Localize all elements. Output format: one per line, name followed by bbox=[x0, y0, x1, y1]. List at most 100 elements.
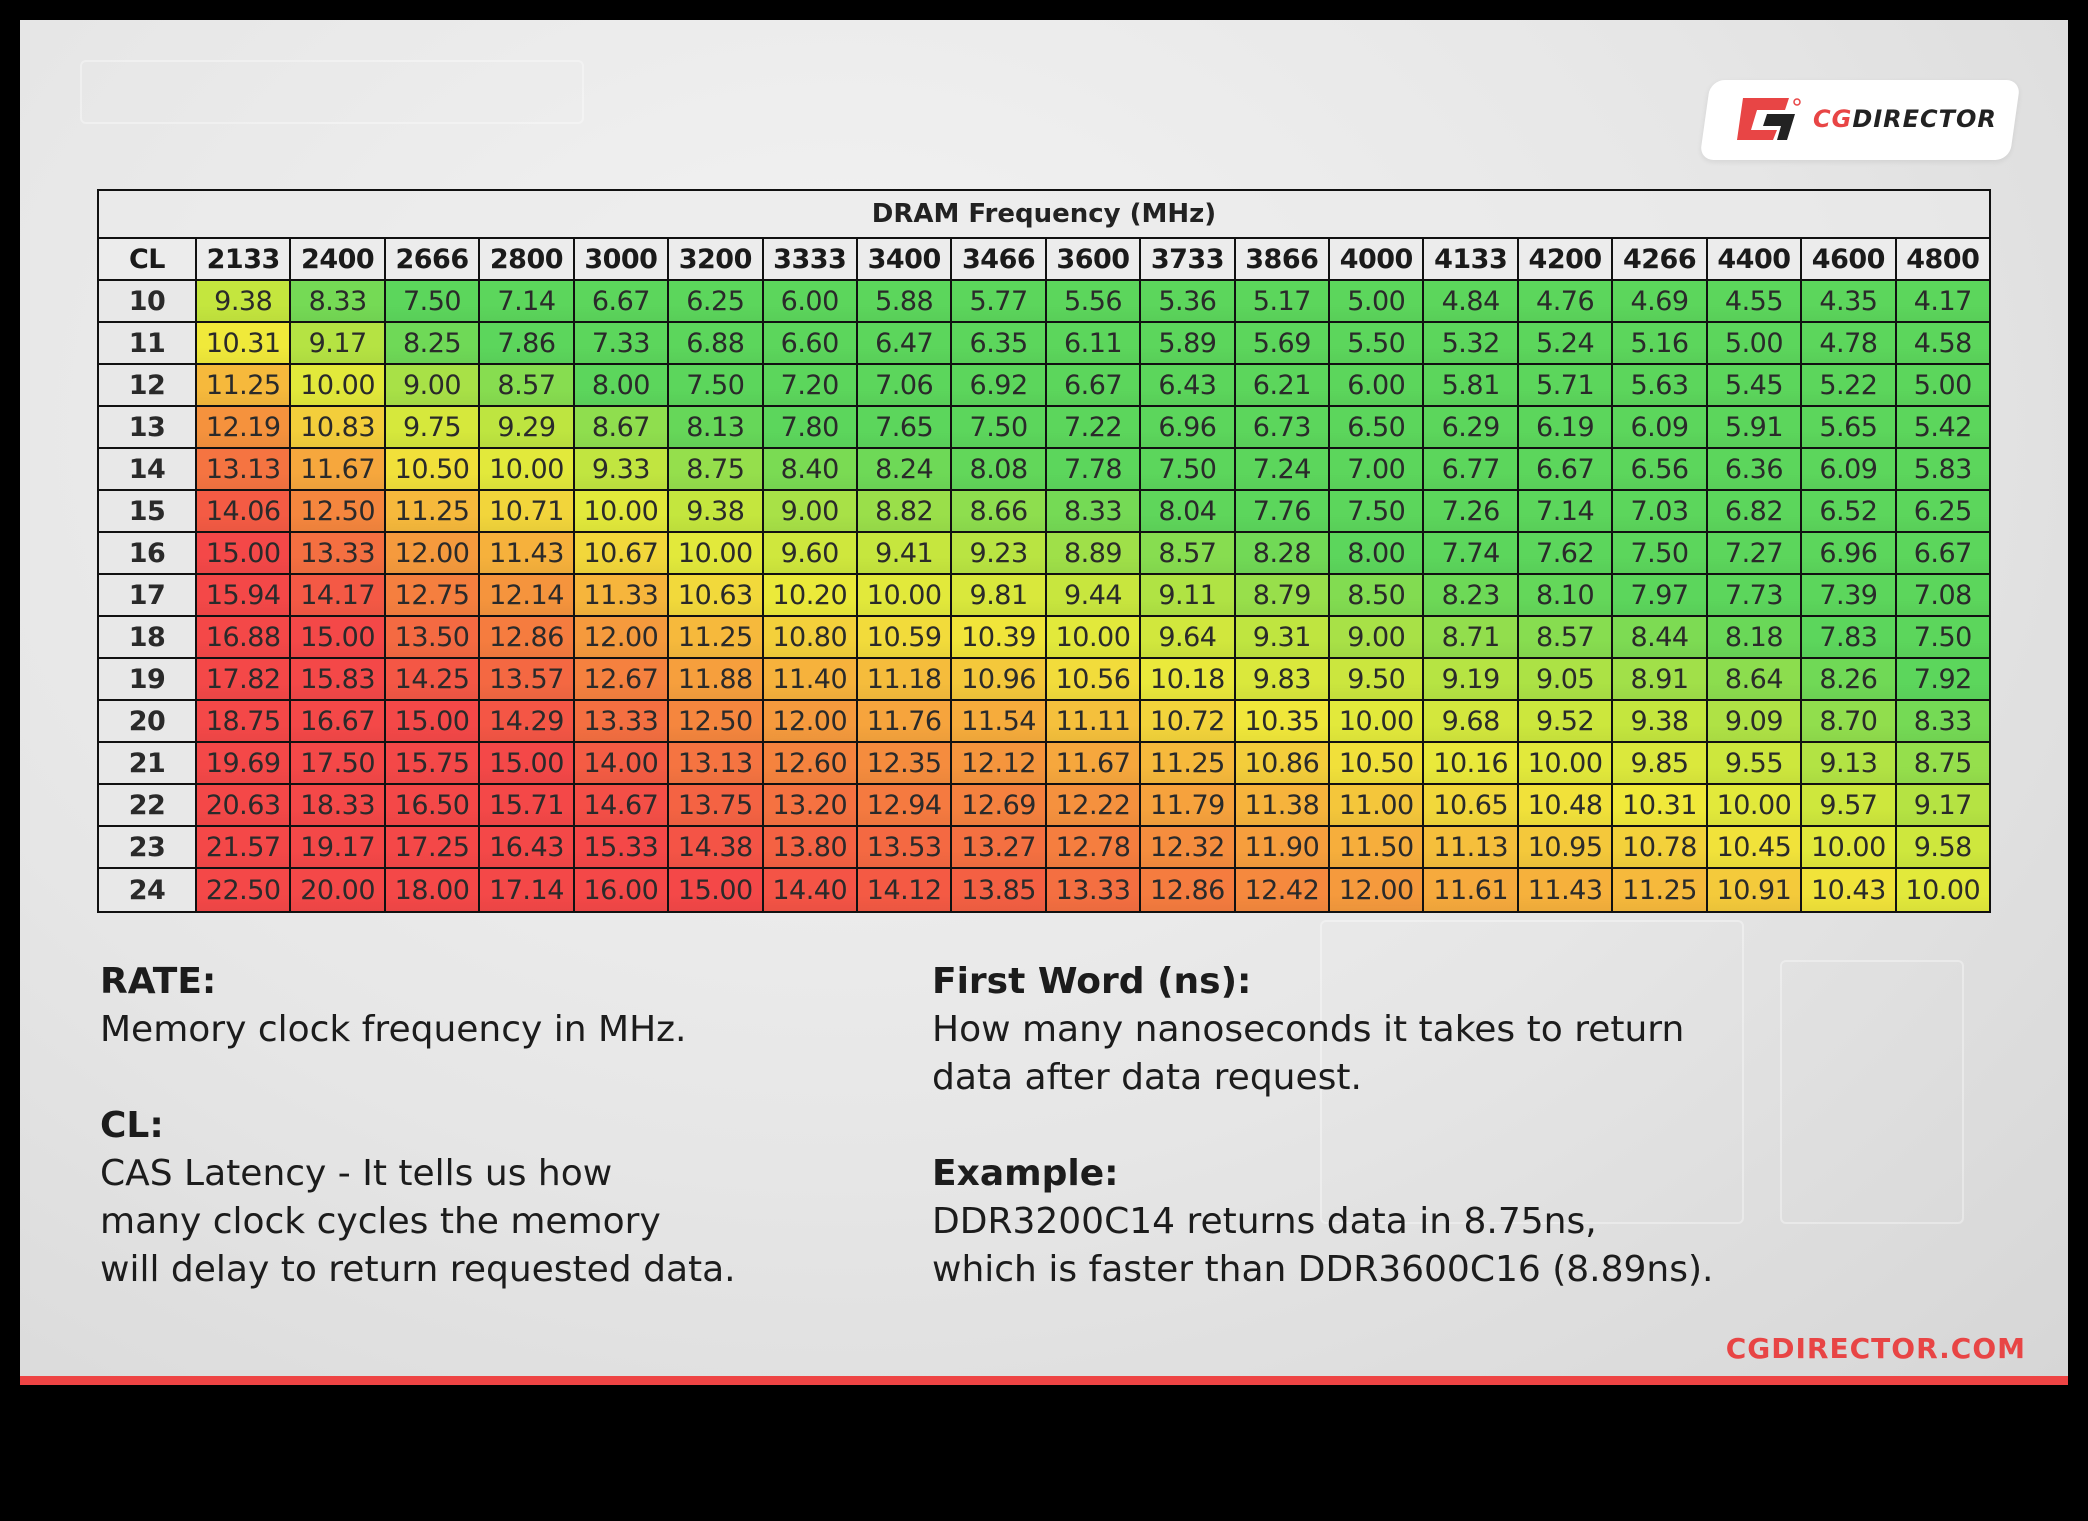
latency-cell: 7.74 bbox=[1422, 533, 1517, 573]
latency-cell: 9.81 bbox=[950, 575, 1045, 615]
latency-cell: 15.00 bbox=[383, 701, 479, 741]
latency-cell: 9.23 bbox=[950, 533, 1045, 573]
latency-cell: 9.75 bbox=[383, 407, 479, 447]
latency-cell: 7.33 bbox=[572, 323, 668, 363]
latency-cell: 10.00 bbox=[1705, 785, 1801, 825]
latency-cell: 11.25 bbox=[1139, 743, 1234, 783]
latency-cell: 7.76 bbox=[1233, 491, 1329, 531]
first-word-heading: First Word (ns): bbox=[932, 961, 1252, 1002]
latency-cell: 10.71 bbox=[478, 491, 573, 531]
latency-cell: 9.52 bbox=[1516, 701, 1612, 741]
latency-cell: 8.57 bbox=[1516, 617, 1612, 657]
latency-cell: 7.92 bbox=[1894, 659, 1990, 699]
latency-cell: 18.33 bbox=[289, 785, 384, 825]
frequency-header: 4000 bbox=[1328, 239, 1423, 279]
latency-cell: 4.84 bbox=[1422, 281, 1517, 321]
frequency-header: 4400 bbox=[1705, 239, 1801, 279]
latency-cell: 7.50 bbox=[1139, 449, 1234, 489]
latency-cell: 13.33 bbox=[1044, 869, 1140, 911]
latency-cell: 7.73 bbox=[1705, 575, 1801, 615]
latency-cell: 8.67 bbox=[572, 407, 668, 447]
cl-value: 24 bbox=[99, 869, 195, 911]
latency-cell: 5.63 bbox=[1611, 365, 1706, 405]
latency-cell: 9.83 bbox=[1233, 659, 1329, 699]
latency-cell: 9.11 bbox=[1139, 575, 1234, 615]
latency-cell: 11.88 bbox=[667, 659, 762, 699]
latency-cell: 20.00 bbox=[289, 869, 384, 911]
footer-site-url: CGDIRECTOR.COM bbox=[1725, 1332, 2026, 1365]
frequency-header: 4600 bbox=[1800, 239, 1895, 279]
cl-line: many clock cycles the memory bbox=[100, 1201, 661, 1242]
latency-cell: 8.71 bbox=[1422, 617, 1517, 657]
cgdirector-logo: CGDIRECTOR bbox=[1733, 94, 1997, 144]
latency-cell: 10.45 bbox=[1705, 827, 1801, 867]
latency-cell: 9.41 bbox=[855, 533, 951, 573]
latency-cell: 5.42 bbox=[1894, 407, 1990, 447]
latency-cell: 15.75 bbox=[383, 743, 479, 783]
latency-cell: 9.29 bbox=[478, 407, 573, 447]
latency-cell: 5.81 bbox=[1422, 365, 1517, 405]
latency-cell: 12.00 bbox=[572, 617, 668, 657]
latency-cell: 5.83 bbox=[1894, 449, 1990, 489]
latency-cell: 8.18 bbox=[1705, 617, 1801, 657]
latency-cell: 6.36 bbox=[1705, 449, 1801, 489]
latency-cell: 12.67 bbox=[572, 659, 668, 699]
latency-cell: 8.79 bbox=[1233, 575, 1329, 615]
latency-cell: 8.13 bbox=[667, 407, 762, 447]
table-row: 18 16.88 15.00 13.50 12.86 12.00 11.25 10.80 10.… bbox=[99, 617, 1990, 659]
latency-cell: 12.12 bbox=[950, 743, 1045, 783]
latency-cell: 17.14 bbox=[478, 869, 573, 911]
latency-cell: 11.90 bbox=[1233, 827, 1329, 867]
latency-cell: 7.62 bbox=[1516, 533, 1612, 573]
latency-cell: 11.33 bbox=[572, 575, 668, 615]
latency-cell: 7.50 bbox=[1894, 617, 1990, 657]
cl-value: 13 bbox=[99, 407, 195, 447]
latency-cell: 6.77 bbox=[1422, 449, 1517, 489]
latency-cell: 10.86 bbox=[1233, 743, 1329, 783]
latency-cell: 10.39 bbox=[950, 617, 1045, 657]
latency-cell: 8.24 bbox=[855, 449, 951, 489]
latency-cell: 19.17 bbox=[289, 827, 384, 867]
latency-cell: 10.00 bbox=[667, 533, 762, 573]
latency-cell: 8.10 bbox=[1516, 575, 1612, 615]
latency-cell: 10.67 bbox=[572, 533, 668, 573]
latency-cell: 8.82 bbox=[855, 491, 951, 531]
latency-cell: 7.80 bbox=[761, 407, 856, 447]
latency-cell: 10.96 bbox=[950, 659, 1045, 699]
latency-cell: 8.75 bbox=[1894, 743, 1990, 783]
latency-cell: 8.04 bbox=[1139, 491, 1234, 531]
latency-cell: 10.35 bbox=[1233, 701, 1329, 741]
latency-cell: 8.33 bbox=[289, 281, 384, 321]
latency-cell: 11.25 bbox=[1611, 869, 1706, 911]
latency-cell: 10.72 bbox=[1139, 701, 1234, 741]
latency-cell: 5.91 bbox=[1705, 407, 1801, 447]
latency-cell: 11.67 bbox=[289, 449, 384, 489]
latency-cell: 6.09 bbox=[1611, 407, 1706, 447]
latency-cell: 4.76 bbox=[1516, 281, 1612, 321]
latency-cell: 11.43 bbox=[478, 533, 573, 573]
frequency-header: 2133 bbox=[195, 239, 290, 279]
table-row: 21 19.69 17.50 15.75 15.00 14.00 13.13 12.60 12.… bbox=[99, 743, 1990, 785]
latency-cell: 6.00 bbox=[761, 281, 856, 321]
latency-cell: 6.67 bbox=[572, 281, 668, 321]
latency-cell: 15.00 bbox=[478, 743, 573, 783]
latency-cell: 4.69 bbox=[1611, 281, 1706, 321]
latency-cell: 4.55 bbox=[1705, 281, 1801, 321]
latency-cell: 5.16 bbox=[1611, 323, 1706, 363]
latency-cell: 10.00 bbox=[289, 365, 384, 405]
table-row: 19 17.82 15.83 14.25 13.57 12.67 11.88 11.40 11.… bbox=[99, 659, 1990, 701]
latency-cell: 11.38 bbox=[1233, 785, 1329, 825]
table-row: 24 22.50 20.00 18.00 17.14 16.00 15.00 14.40 14.… bbox=[99, 869, 1990, 911]
latency-cell: 4.58 bbox=[1894, 323, 1990, 363]
circuit-decoration bbox=[1320, 920, 1744, 1224]
latency-cell: 7.50 bbox=[1611, 533, 1706, 573]
latency-cell: 4.35 bbox=[1800, 281, 1895, 321]
latency-cell: 11.61 bbox=[1422, 869, 1517, 911]
latency-cell: 16.88 bbox=[195, 617, 290, 657]
header-row: CL 2133 2400 2666 2800 3000 3200 3333 3400 3466 3… bbox=[99, 239, 1990, 281]
latency-cell: 19.69 bbox=[195, 743, 290, 783]
first-word-line: How many nanoseconds it takes to return bbox=[932, 1009, 1685, 1050]
latency-cell: 5.17 bbox=[1233, 281, 1329, 321]
frequency-header: 4200 bbox=[1516, 239, 1612, 279]
latency-cell: 8.70 bbox=[1800, 701, 1895, 741]
